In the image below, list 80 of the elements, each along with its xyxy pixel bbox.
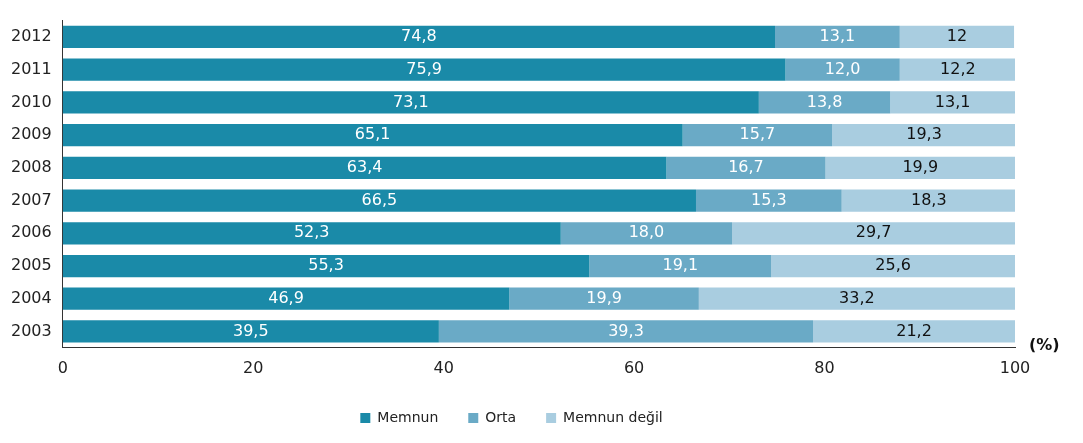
x-tick-label: 100 xyxy=(999,357,1031,377)
y-tick-label: 2011 xyxy=(11,58,52,78)
bar xyxy=(62,91,759,114)
bar xyxy=(813,320,1015,343)
bar xyxy=(841,189,1015,212)
data-label: 75,9 xyxy=(406,58,442,78)
bar xyxy=(899,25,1015,49)
y-tick-label: 2003 xyxy=(11,320,52,340)
data-label: 12,0 xyxy=(824,58,861,78)
data-label: 52,3 xyxy=(293,222,330,242)
x-axis-title: (%) xyxy=(1029,334,1060,354)
data-label: 15,7 xyxy=(739,124,776,144)
bar xyxy=(589,254,772,278)
data-label: 13,1 xyxy=(819,26,856,46)
data-label: 19,9 xyxy=(902,157,939,176)
data-label: 13,1 xyxy=(934,91,971,111)
y-tick-label: 2007 xyxy=(11,189,52,209)
bar xyxy=(438,320,814,343)
data-label: 33,2 xyxy=(839,287,875,307)
data-label: 19,3 xyxy=(906,124,942,144)
legend-label: Memnun değil xyxy=(563,408,663,425)
data-label: 25,6 xyxy=(875,255,911,275)
bar xyxy=(62,320,439,343)
x-tick-label: 0 xyxy=(57,357,68,377)
bar xyxy=(732,222,1015,245)
legend-label: Orta xyxy=(485,408,517,425)
bar xyxy=(62,287,510,310)
data-label: 15,3 xyxy=(751,189,787,209)
y-tick-label: 2008 xyxy=(11,157,52,176)
bar xyxy=(62,222,561,245)
bar xyxy=(62,254,590,278)
y-tick-label: 2006 xyxy=(11,222,52,242)
bar xyxy=(758,91,891,114)
bar xyxy=(890,91,1015,114)
bar xyxy=(62,124,683,147)
x-tick-label: 80 xyxy=(814,357,835,377)
bar xyxy=(62,156,667,179)
y-tick-label: 2010 xyxy=(11,91,52,111)
data-label: 29,7 xyxy=(855,222,892,242)
bar xyxy=(832,124,1015,147)
data-label: 39,3 xyxy=(608,320,644,340)
data-label: 19,9 xyxy=(586,287,622,307)
data-label: 73,1 xyxy=(392,91,429,111)
bar xyxy=(682,124,833,147)
bar xyxy=(825,156,1015,179)
bar xyxy=(698,287,1015,310)
y-tick-label: 2012 xyxy=(11,26,52,46)
x-tick-label: 40 xyxy=(433,357,454,377)
data-label: 12 xyxy=(946,26,968,46)
bar xyxy=(509,287,699,310)
data-label: 18,0 xyxy=(628,222,665,242)
x-tick-label: 20 xyxy=(243,357,264,377)
bar xyxy=(62,25,776,49)
data-label: 18,3 xyxy=(911,189,947,209)
data-label: 63,4 xyxy=(346,157,383,176)
bar xyxy=(775,25,900,49)
legend-label: Memnun xyxy=(377,408,439,425)
y-tick-label: 2004 xyxy=(11,287,52,307)
data-label: 13,8 xyxy=(806,91,843,111)
bar xyxy=(560,222,733,245)
bar xyxy=(62,189,696,212)
data-label: 55,3 xyxy=(308,255,344,275)
bar xyxy=(62,58,786,81)
y-tick-label: 2005 xyxy=(11,255,52,275)
bar xyxy=(899,58,1015,81)
data-label: 66,5 xyxy=(361,189,398,209)
data-label: 16,7 xyxy=(728,157,764,176)
bar xyxy=(695,189,842,212)
data-label: 19,1 xyxy=(662,255,699,275)
data-label: 74,8 xyxy=(401,26,437,46)
data-label: 21,2 xyxy=(896,320,932,340)
bar xyxy=(785,58,900,81)
bar xyxy=(771,254,1015,278)
data-label: 46,9 xyxy=(268,287,304,307)
data-label: 65,1 xyxy=(354,124,391,144)
x-tick-label: 60 xyxy=(623,357,645,377)
bar xyxy=(666,156,826,179)
y-tick-label: 2009 xyxy=(11,124,52,144)
data-label: 12,2 xyxy=(940,58,976,78)
data-label: 39,5 xyxy=(232,320,269,340)
